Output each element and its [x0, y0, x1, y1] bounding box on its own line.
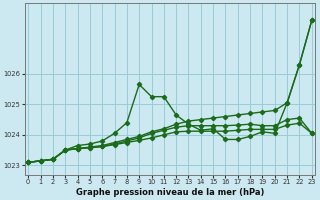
X-axis label: Graphe pression niveau de la mer (hPa): Graphe pression niveau de la mer (hPa) — [76, 188, 264, 197]
